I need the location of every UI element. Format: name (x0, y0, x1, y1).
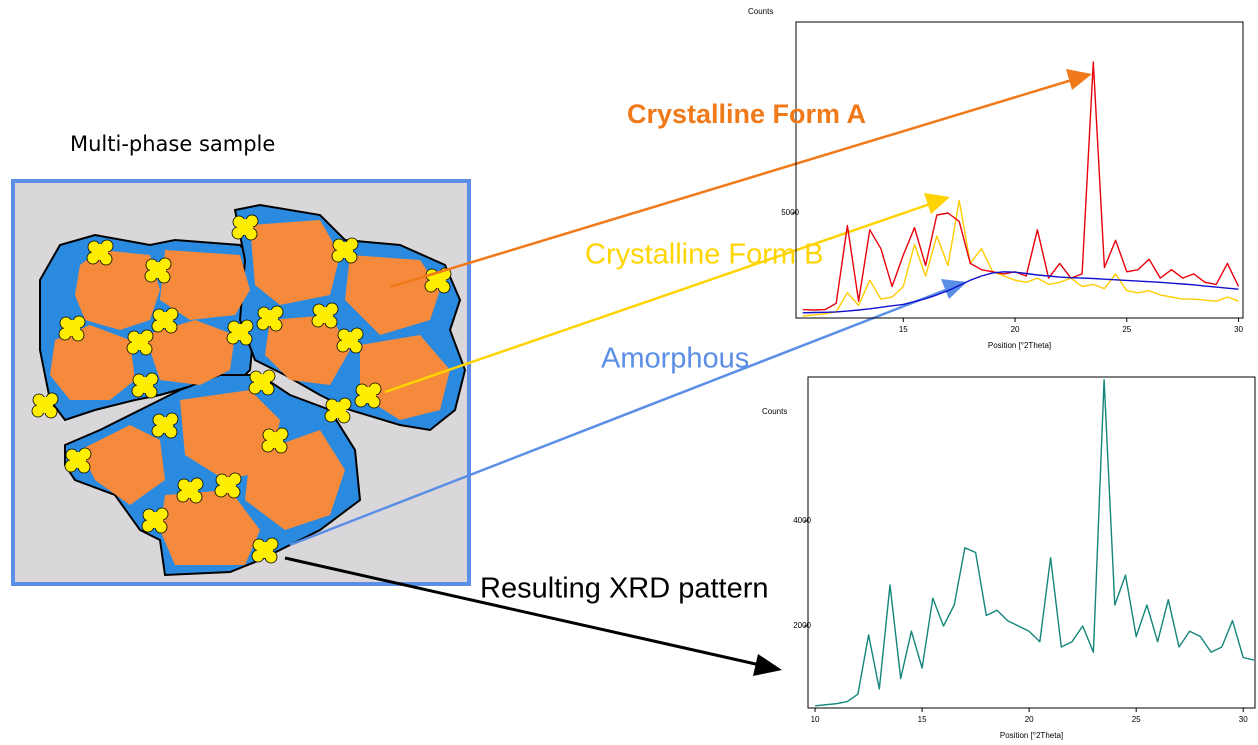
pattern-line (802, 61, 1240, 311)
y-axis-label: Counts (762, 407, 787, 416)
y-tick-label: 5000 (781, 208, 799, 217)
plot-frame (795, 21, 1244, 319)
form-b-label: Crystalline Form B (585, 239, 824, 271)
y-tick-label: 2000 (793, 621, 811, 630)
x-tick-label: 15 (918, 715, 927, 724)
sample-illustration (11, 179, 471, 586)
x-tick-label: 25 (1122, 325, 1131, 334)
x-tick-label: 30 (1239, 715, 1248, 724)
pattern-line (815, 379, 1255, 707)
x-tick-label: 20 (1025, 715, 1034, 724)
y-axis-label: Counts (748, 7, 773, 16)
result-label: Resulting XRD pattern (480, 573, 769, 605)
y-tick-label: 4000 (793, 516, 811, 525)
amorphous-label: Amorphous (601, 343, 749, 375)
charts: Counts Position [°2Theta] 15 20 25 30 5000 Coun… (748, 7, 1256, 740)
x-axis-label: Position [°2Theta] (988, 341, 1051, 350)
x-axis-label: Position [°2Theta] (1000, 731, 1063, 740)
x-tick-label: 25 (1132, 715, 1141, 724)
arrows (284, 69, 1092, 676)
x-tick-label: 15 (899, 325, 908, 334)
x-tick-label: 20 (1011, 325, 1020, 334)
x-tick-label: 10 (811, 715, 820, 724)
x-tick-label: 30 (1234, 325, 1243, 334)
form-a-label: Crystalline Form A (627, 99, 866, 129)
sample-label: Multi-phase sample (70, 132, 275, 156)
pattern-line (802, 271, 1239, 314)
pattern-line (802, 199, 1239, 317)
plot-frame (807, 376, 1256, 709)
